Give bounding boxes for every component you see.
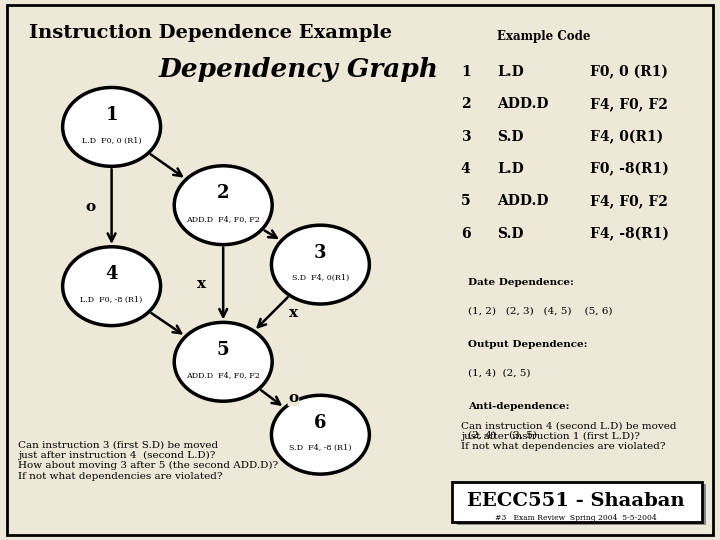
Text: F4, F0, F2: F4, F0, F2 [590, 97, 668, 111]
Ellipse shape [63, 247, 161, 326]
Text: Can instruction 3 (first S.D) be moved
just after instruction 4  (second L.D)?
H: Can instruction 3 (first S.D) be moved j… [18, 440, 278, 481]
Text: S.D: S.D [497, 227, 523, 241]
FancyBboxPatch shape [452, 482, 702, 522]
Text: (1, 2)   (2, 3)   (4, 5)    (5, 6): (1, 2) (2, 3) (4, 5) (5, 6) [468, 306, 613, 315]
Text: S.D: S.D [497, 130, 523, 144]
Text: 1: 1 [105, 106, 118, 124]
Text: x: x [197, 276, 206, 291]
Text: ADD.D  F4, F0, F2: ADD.D F4, F0, F2 [186, 215, 260, 222]
Text: 6: 6 [314, 414, 327, 432]
Text: F0, 0 (R1): F0, 0 (R1) [590, 65, 668, 79]
Text: x: x [289, 306, 298, 320]
Text: 2: 2 [217, 184, 230, 202]
Text: S.D  F4, 0(R1): S.D F4, 0(R1) [292, 274, 349, 282]
Text: ADD.D: ADD.D [497, 194, 549, 208]
Text: 4: 4 [105, 265, 118, 284]
Text: Instruction Dependence Example: Instruction Dependence Example [29, 24, 392, 42]
Text: F0, -8(R1): F0, -8(R1) [590, 162, 670, 176]
Text: L.D: L.D [497, 65, 523, 79]
Text: 2: 2 [461, 97, 470, 111]
Text: F4, -8(R1): F4, -8(R1) [590, 227, 670, 241]
Text: ADD.D  F4, F0, F2: ADD.D F4, F0, F2 [186, 372, 260, 379]
Text: Anti-dependence:: Anti-dependence: [468, 402, 570, 411]
Ellipse shape [63, 87, 161, 166]
Text: S.D  F4, -8 (R1): S.D F4, -8 (R1) [289, 444, 351, 452]
Text: o: o [85, 200, 95, 213]
Text: 3: 3 [461, 130, 470, 144]
Text: 1: 1 [461, 65, 471, 79]
Ellipse shape [174, 322, 272, 401]
Text: 5: 5 [217, 341, 230, 359]
Text: Example Code: Example Code [497, 30, 590, 43]
Text: Can instruction 4 (second L.D) be moved
just after instruction 1 (first L.D)?
If: Can instruction 4 (second L.D) be moved … [461, 421, 676, 451]
Text: 5: 5 [461, 194, 470, 208]
Text: (2, 4)    (3, 5): (2, 4) (3, 5) [468, 430, 537, 440]
Text: 4: 4 [461, 162, 471, 176]
Text: F4, F0, F2: F4, F0, F2 [590, 194, 668, 208]
Text: 6: 6 [461, 227, 470, 241]
FancyBboxPatch shape [457, 484, 706, 525]
Text: 3: 3 [314, 244, 327, 262]
Ellipse shape [271, 225, 369, 304]
Text: EECC551 - Shaaban: EECC551 - Shaaban [467, 492, 685, 510]
Text: L.D  F0, -8 (R1): L.D F0, -8 (R1) [81, 296, 143, 303]
Text: L.D: L.D [497, 162, 523, 176]
Text: ADD.D: ADD.D [497, 97, 549, 111]
Text: L.D  F0, 0 (R1): L.D F0, 0 (R1) [82, 137, 141, 144]
Ellipse shape [271, 395, 369, 474]
Text: o: o [288, 392, 299, 405]
Text: #3   Exam Review  Spring 2004  5-5-2004: #3 Exam Review Spring 2004 5-5-2004 [495, 515, 657, 522]
Ellipse shape [174, 166, 272, 245]
Text: F4, 0(R1): F4, 0(R1) [590, 130, 664, 144]
Text: Date Dependence:: Date Dependence: [468, 278, 574, 287]
Text: Output Dependence:: Output Dependence: [468, 340, 588, 349]
Text: (1, 4)  (2, 5): (1, 4) (2, 5) [468, 368, 531, 377]
Text: Dependency Graph: Dependency Graph [158, 57, 438, 82]
